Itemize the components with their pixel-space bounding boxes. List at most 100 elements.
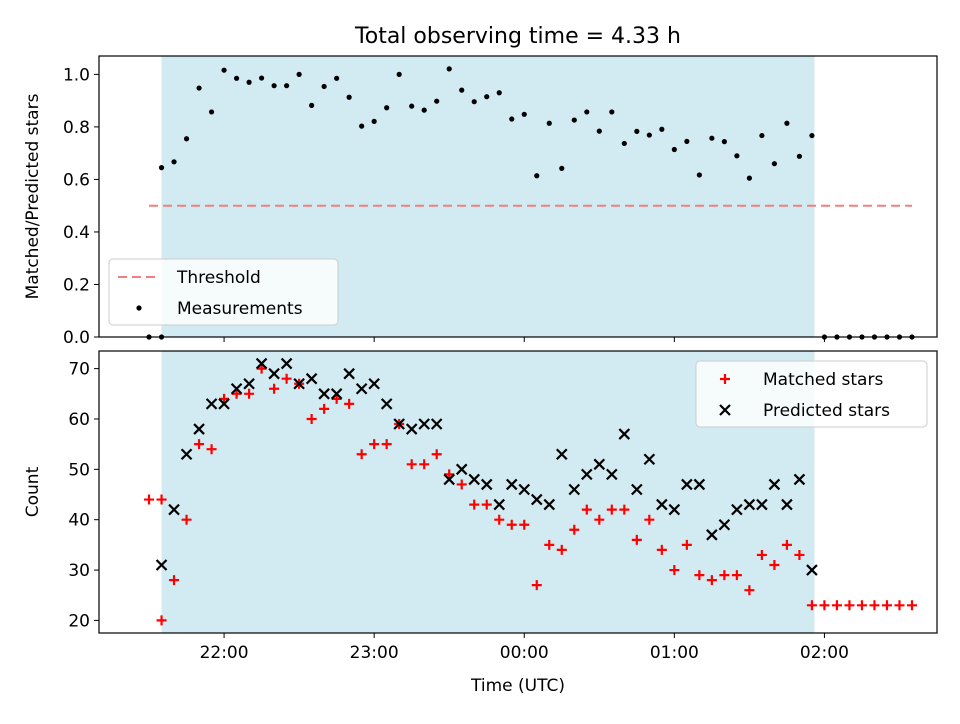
matched-stars-point (831, 600, 842, 611)
predicted-stars-point (793, 473, 806, 486)
predicted-stars-point (505, 478, 518, 491)
matched-stars-point (619, 504, 630, 515)
predicted-stars-point (305, 372, 318, 385)
bottom-panel: 20 30 40 50 60 70 22:00 23:00 00:00 01:00 02:00 Cou… (23, 350, 938, 696)
predicted-stars-point (643, 453, 656, 466)
measurement-point (396, 71, 402, 77)
x-tick-label: 01:00 (650, 643, 699, 663)
measurement-point (734, 153, 740, 159)
measurement-point (584, 109, 590, 115)
matched-stars-point (144, 494, 155, 505)
predicted-stars-point (718, 518, 731, 531)
matched-stars-point (356, 449, 367, 460)
legend-threshold-label: Threshold (176, 268, 261, 288)
matched-stars-point (819, 600, 830, 611)
plot-frame (98, 350, 938, 634)
predicted-stars-point (430, 418, 443, 430)
predicted-stars-point (155, 559, 168, 571)
predicted-stars-point (568, 483, 581, 496)
measurement-point (534, 173, 540, 179)
matched-stars-point (469, 499, 480, 510)
x-axis-label: Time (UTC) (470, 676, 565, 696)
predicted-stars-point (493, 498, 506, 511)
matched-stars-point (406, 459, 417, 470)
measurement-point (321, 83, 327, 90)
predicted-stars-point (656, 498, 668, 511)
matched-stars-point (319, 403, 330, 414)
x-tick-label: 23:00 (350, 643, 399, 663)
y-axis-label: Count (23, 466, 43, 517)
predicted-stars-point (806, 564, 818, 576)
matched-stars-point (256, 363, 267, 374)
predicted-stars-point (543, 498, 556, 511)
matched-stars-point (744, 585, 755, 596)
matched-stars-point (756, 549, 767, 560)
predicted-stars-point (218, 398, 230, 410)
y-tick-label: 0.4 (63, 223, 90, 243)
predicted-stars-point (455, 463, 468, 476)
measurement-point (309, 102, 315, 108)
matched-stars-point (456, 479, 467, 490)
plot-frame (98, 55, 938, 338)
matched-stars-point (169, 575, 180, 586)
matched-stars-point (669, 565, 680, 576)
matched-stars-point (869, 600, 880, 611)
matched-stars-point (194, 439, 205, 450)
predicted-stars-point (343, 367, 355, 380)
predicted-stars-point (530, 493, 543, 506)
legend-measurements-label: Measurements (177, 299, 303, 319)
matched-stars-point (331, 393, 342, 404)
predicted-stars-point (355, 382, 368, 395)
predicted-stars-point (293, 377, 305, 390)
measurement-point (371, 118, 377, 124)
predicted-stars-point (468, 473, 481, 486)
predicted-stars-point (405, 423, 418, 435)
matched-stars-point (419, 459, 430, 470)
matched-stars-point (706, 575, 717, 586)
matched-stars-point (631, 534, 642, 545)
predicted-stars-point (581, 468, 593, 481)
measurement-point (459, 87, 465, 93)
matched-stars-point (344, 398, 355, 409)
matched-stars-point (731, 570, 742, 581)
predicted-stars-point (280, 357, 293, 370)
matched-stars-point (269, 383, 280, 394)
measurement-point (671, 146, 677, 153)
chart-title: Total observing time = 4.33 h (354, 24, 681, 49)
matched-stars-point (694, 570, 705, 581)
measurement-point (559, 165, 565, 171)
y-tick-label: 0.6 (63, 170, 90, 190)
matched-stars-point (581, 504, 592, 515)
legend-predicted-label: Predicted stars (763, 401, 890, 421)
predicted-stars-point (230, 382, 243, 395)
measurement-point (696, 172, 702, 178)
matched-stars-point (156, 494, 167, 505)
measurement-point (246, 79, 252, 85)
matched-stars-point (506, 519, 517, 530)
matched-stars-point (794, 549, 805, 560)
measurement-point (759, 132, 765, 139)
predicted-stars-point (193, 423, 205, 435)
measurement-point (221, 67, 227, 73)
predicted-stars-point (318, 388, 330, 400)
predicted-stars-point (330, 388, 343, 400)
measurement-point (346, 94, 352, 100)
predicted-stars-point (768, 478, 781, 491)
matched-stars-point (156, 615, 167, 626)
measurement-point (596, 128, 602, 134)
predicted-stars-point (681, 478, 693, 491)
measurement-point (421, 107, 427, 113)
matched-stars-point (381, 439, 392, 450)
measurement-point (809, 132, 815, 139)
predicted-stars-point (205, 398, 218, 410)
matched-stars-point (906, 600, 917, 611)
measurement-point (446, 66, 452, 72)
y-tick-label: 0.8 (63, 118, 90, 138)
x-tick-label: 22:00 (200, 643, 249, 663)
predicted-stars-point (706, 529, 718, 541)
matched-stars-point (856, 600, 867, 611)
predicted-stars-point (243, 377, 255, 390)
measurement-point (684, 138, 690, 144)
predicted-stars-point (418, 418, 430, 430)
matched-stars-point (481, 499, 492, 510)
